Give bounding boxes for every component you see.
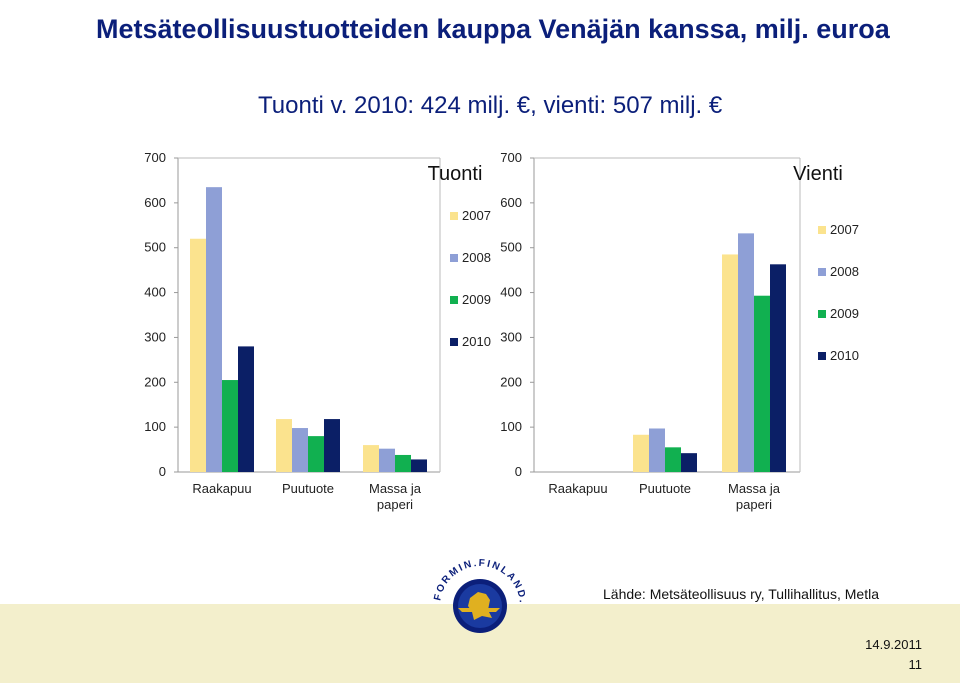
tuonti-bar-2010-2 — [411, 459, 427, 472]
tuonti-chart-title: Tuonti — [428, 163, 483, 185]
vienti-tick-label: 200 — [500, 374, 522, 389]
vienti-legend-label-2008: 2008 — [830, 264, 859, 279]
tuonti-tick-label: 100 — [144, 419, 166, 434]
vienti-bar-2007-1 — [633, 434, 649, 472]
vienti-bar-2009-2 — [754, 295, 770, 472]
formin-finland-logo: FORMIN.FINLAND.FI — [430, 548, 526, 633]
vienti-tick-label: 0 — [515, 464, 522, 479]
tuonti-tick-label: 500 — [144, 240, 166, 255]
tuonti-tick-label: 400 — [144, 285, 166, 300]
vienti-legend-label-2009: 2009 — [830, 306, 859, 321]
tuonti-tick-label: 600 — [144, 195, 166, 210]
vienti-category-label: Massa ja — [728, 481, 781, 496]
vienti-legend-swatch-2009 — [818, 310, 826, 318]
tuonti-tick-label: 200 — [144, 374, 166, 389]
tuonti-bar-2007-2 — [363, 445, 379, 472]
tuonti-tick-label: 0 — [159, 464, 166, 479]
tuonti-legend-swatch-2009 — [450, 296, 458, 304]
tuonti-category-label: Massa ja — [369, 481, 422, 496]
tuonti-tick-label: 700 — [144, 150, 166, 165]
vienti-category-label: Puutuote — [639, 481, 691, 496]
vienti-tick-label: 100 — [500, 419, 522, 434]
tuonti-legend-swatch-2007 — [450, 212, 458, 220]
vienti-category-label: paperi — [736, 497, 772, 512]
vienti-tick-label: 400 — [500, 285, 522, 300]
slide-title: Metsäteollisuustuotteiden kauppa Venäjän… — [96, 14, 890, 44]
vienti-chart-title: Vienti — [793, 163, 843, 185]
vienti-legend-swatch-2008 — [818, 268, 826, 276]
tuonti-category-label: Puutuote — [282, 481, 334, 496]
vienti-legend-swatch-2010 — [818, 352, 826, 360]
vienti-bar-2010-1 — [681, 453, 697, 472]
vienti-bar-2009-1 — [665, 447, 681, 472]
source-note: Lähde: Metsäteollisuus ry, Tullihallitus… — [603, 586, 879, 602]
vienti-legend-label-2007: 2007 — [830, 222, 859, 237]
tuonti-bar-2009-2 — [395, 454, 411, 472]
vienti-tick-label: 700 — [500, 150, 522, 165]
tuonti-bar-2008-0 — [206, 187, 222, 472]
tuonti-bar-2007-0 — [190, 238, 206, 472]
vienti-bar-2008-2 — [738, 233, 754, 472]
vienti-tick-label: 300 — [500, 329, 522, 344]
vienti-bar-2010-2 — [770, 264, 786, 472]
tuonti-bar-2008-1 — [292, 428, 308, 472]
vienti-bar-2008-1 — [649, 428, 665, 472]
vienti-tick-label: 600 — [500, 195, 522, 210]
tuonti-category-label: Raakapuu — [192, 481, 251, 496]
tuonti-bar-2008-2 — [379, 448, 395, 472]
tuonti-legend-swatch-2008 — [450, 254, 458, 262]
tuonti-bar-2007-1 — [276, 419, 292, 472]
slide-subtitle: Tuonti v. 2010: 424 milj. €, vienti: 507… — [258, 92, 723, 119]
tuonti-legend-label-2009: 2009 — [462, 292, 491, 307]
tuonti-bar-2010-0 — [238, 346, 254, 472]
tuonti-tick-label: 300 — [144, 329, 166, 344]
tuonti-bar-2009-1 — [308, 436, 324, 472]
tuonti-category-label: paperi — [377, 497, 413, 512]
slide-date: 14.9.2011 — [865, 637, 922, 652]
vienti-category-label: Raakapuu — [548, 481, 607, 496]
tuonti-legend-swatch-2010 — [450, 338, 458, 346]
vienti-legend-swatch-2007 — [818, 226, 826, 234]
vienti-tick-label: 500 — [500, 240, 522, 255]
vienti-bar-2007-2 — [722, 254, 738, 472]
vienti-legend-label-2010: 2010 — [830, 348, 859, 363]
tuonti-legend-label-2010: 2010 — [462, 334, 491, 349]
tuonti-bar-2009-0 — [222, 380, 238, 472]
tuonti-bar-2010-1 — [324, 419, 340, 472]
tuonti-legend-label-2008: 2008 — [462, 250, 491, 265]
page-number: 11 — [908, 657, 923, 672]
tuonti-legend-label-2007: 2007 — [462, 208, 491, 223]
